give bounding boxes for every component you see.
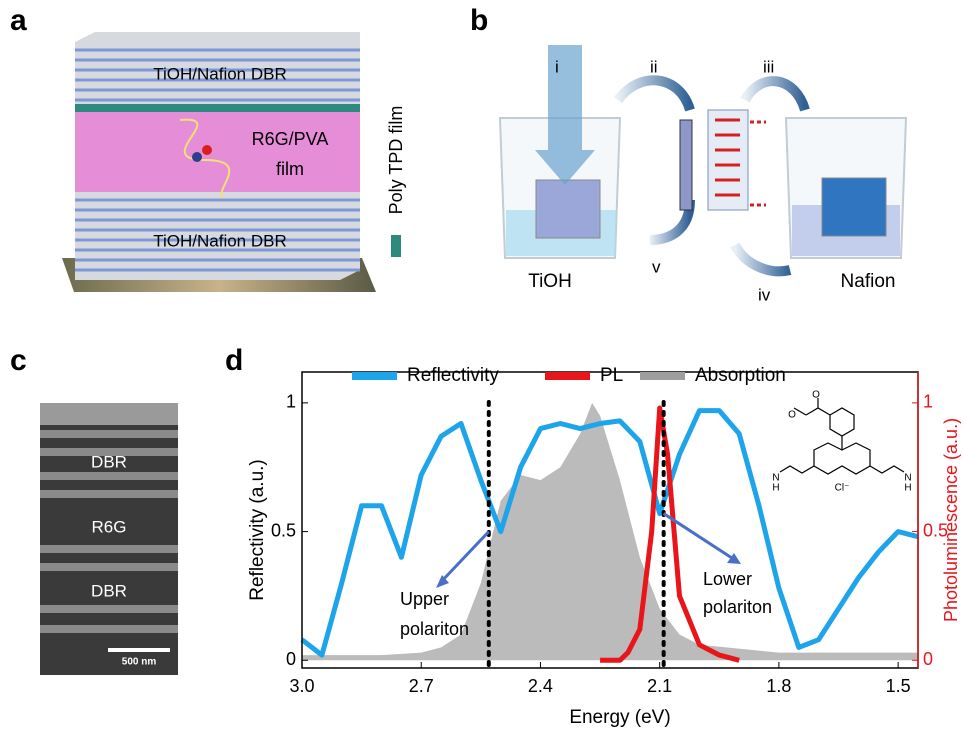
label: Poly TPD film — [386, 106, 406, 215]
panel-b: b i ii iii iv v TiOH Nafion — [470, 4, 908, 304]
label: DBR — [91, 452, 127, 471]
arrowhead — [727, 553, 741, 564]
bond — [779, 465, 905, 474]
x-tick-label: 3.0 — [289, 676, 314, 696]
legend-swatch — [391, 235, 401, 257]
wave — [179, 118, 231, 201]
coil — [715, 118, 740, 197]
y2-tick-label: 1 — [923, 392, 933, 412]
y-axis-label: Reflectivity (a.u.) — [247, 459, 268, 600]
label: DBR — [91, 581, 127, 600]
substrate — [821, 177, 887, 237]
atom-label: Cl⁻ — [835, 483, 850, 494]
arrow — [730, 242, 792, 277]
x-tick-label: 2.1 — [647, 676, 672, 696]
arrow — [662, 512, 736, 562]
panel-label: a — [10, 4, 27, 37]
arrow — [535, 45, 595, 185]
x-tick-label: 1.8 — [766, 676, 791, 696]
atom-label: H — [904, 483, 911, 494]
x-tick-label: 2.4 — [528, 676, 553, 696]
line — [300, 408, 919, 658]
tpd-layer — [75, 104, 360, 112]
annotation: polariton — [400, 619, 469, 639]
charge — [192, 152, 202, 162]
legend-label: Reflectivity — [407, 365, 499, 386]
x-tick-label: 1.5 — [886, 676, 911, 696]
line — [600, 405, 740, 663]
step: i — [555, 57, 559, 76]
atom-label: H — [772, 483, 779, 494]
label: R6G — [92, 517, 127, 536]
scale-bar — [108, 648, 170, 652]
label: TiOH/Nafion DBR — [153, 64, 287, 83]
y-tick-label: 0 — [286, 649, 296, 669]
atom-label: O — [812, 390, 820, 401]
heater — [707, 109, 749, 211]
annotation: Upper — [400, 589, 449, 609]
bond — [813, 436, 871, 475]
r6g-layer — [75, 112, 360, 192]
panel-label: b — [470, 4, 488, 37]
step: iv — [758, 285, 771, 304]
substrate — [535, 179, 601, 239]
annotation: polariton — [703, 597, 772, 617]
bottom-dbr — [75, 198, 360, 272]
sample — [679, 119, 693, 211]
lead — [750, 120, 766, 207]
atom-label: N — [904, 473, 911, 484]
label: TiOH — [528, 271, 572, 292]
bond — [829, 407, 855, 437]
molecule: OON NH HCl⁻ — [772, 390, 911, 494]
step: iii — [763, 57, 774, 76]
label: Nafion — [841, 271, 896, 292]
panel-label: d — [225, 344, 243, 377]
panel-label: c — [10, 344, 27, 377]
legend-label: Absorption — [695, 365, 786, 386]
annotation: Lower — [703, 569, 752, 589]
y2-tick-label: 0 — [923, 649, 933, 669]
atom-label: O — [788, 410, 796, 421]
y2-axis-label: Photoluminescence (a.u.) — [941, 418, 961, 622]
area — [302, 402, 918, 661]
scale-label: 500 nm — [122, 657, 157, 668]
top-dbr — [75, 48, 360, 102]
sem-top — [40, 403, 178, 425]
atom-label: N — [772, 473, 779, 484]
label: TiOH/Nafion DBR — [153, 231, 287, 250]
bond — [793, 398, 831, 416]
x-tick-label: 2.7 — [409, 676, 434, 696]
y2-tick-label: 0.5 — [923, 520, 948, 540]
legend-label: PL — [600, 365, 623, 386]
x-axis-label: Energy (eV) — [569, 707, 670, 728]
panel-c: c DBR R6G DBR 500 nm — [10, 344, 178, 675]
panel-d: d 3.0 2.7 2.4 2.1 1.8 1.5 0 0.5 1 0 0.5 1 Energy (eV… — [225, 344, 961, 728]
step: ii — [650, 57, 658, 76]
sem-layers — [40, 430, 178, 633]
panel-a: a TiOH/Nafion DBR R6G/PVA film TiOH/Nafi… — [10, 4, 406, 292]
y-tick-label: 0.5 — [271, 520, 296, 540]
arrow — [613, 75, 695, 112]
y-tick-label: 1 — [286, 392, 296, 412]
label: film — [276, 159, 304, 179]
step: v — [652, 257, 661, 276]
label: R6G/PVA — [252, 129, 329, 149]
arrow — [740, 76, 810, 112]
sem-image — [40, 403, 178, 675]
charge — [202, 145, 212, 155]
arrow — [438, 530, 490, 585]
arrowhead — [436, 575, 449, 588]
